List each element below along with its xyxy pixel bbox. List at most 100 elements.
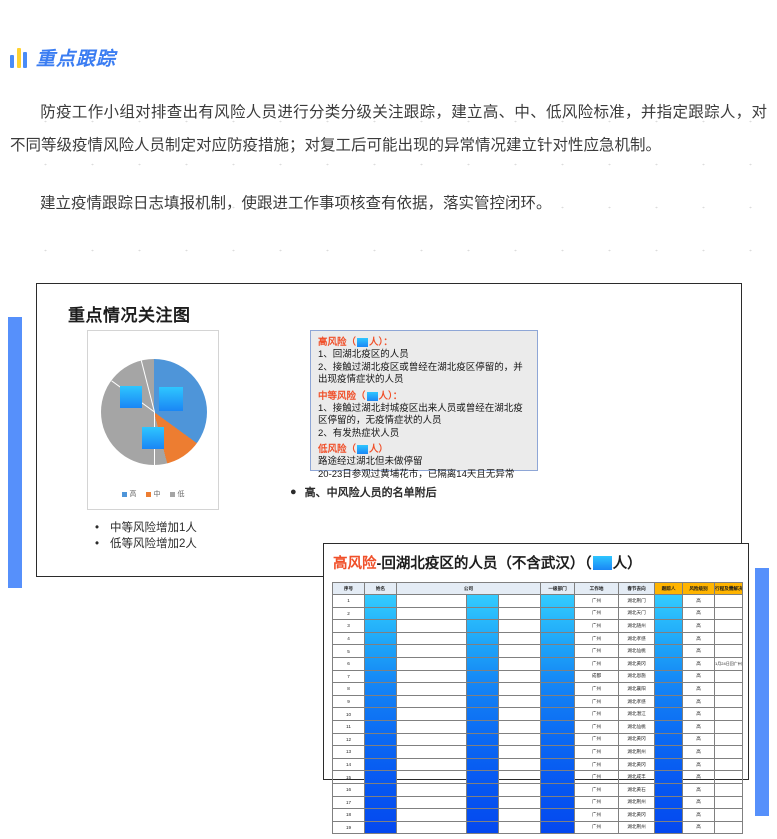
table-row[interactable]: 3 广州 湖北随州 高 (332, 619, 744, 633)
cell-company-b[interactable] (466, 682, 499, 696)
cell-itinerary[interactable] (714, 757, 744, 772)
cell-name[interactable] (364, 656, 397, 671)
cell-workplace[interactable]: 广州 (574, 644, 620, 658)
cell-company-c[interactable] (497, 631, 542, 646)
cell-destination[interactable]: 湖北咸丰 (618, 770, 656, 784)
cell-destination[interactable]: 湖北随州 (618, 619, 656, 633)
cell-tracker[interactable] (654, 682, 684, 696)
cell-company-c[interactable] (497, 719, 542, 734)
cell-destination[interactable]: 湖北黄冈 (618, 757, 656, 772)
cell-no[interactable]: 6 (332, 656, 365, 671)
cell-name[interactable] (364, 745, 397, 759)
cell-destination[interactable]: 湖北孝感 (618, 694, 656, 709)
table-row[interactable]: 18 广州 湖北黄冈 高 (332, 808, 744, 822)
cell-tracker[interactable] (654, 707, 684, 721)
cell-company-a[interactable] (396, 656, 467, 671)
cell-company-b[interactable] (466, 694, 499, 709)
cell-name[interactable] (364, 644, 397, 658)
cell-name[interactable] (364, 757, 397, 772)
cell-risk-level[interactable]: 高 (682, 619, 716, 633)
cell-department[interactable] (540, 707, 576, 721)
cell-name[interactable] (364, 631, 397, 646)
cell-destination[interactable]: 湖北恩施 (618, 669, 656, 684)
col-header-risk-level[interactable]: 风险级别 (682, 582, 716, 595)
cell-company-b[interactable] (466, 719, 499, 734)
cell-risk-level[interactable]: 高 (682, 694, 716, 709)
cell-company-b[interactable] (466, 770, 499, 784)
cell-no[interactable]: 18 (332, 808, 365, 822)
table-row[interactable]: 12 广州 湖北黄冈 高 (332, 732, 744, 747)
cell-workplace[interactable]: 广州 (574, 694, 620, 709)
cell-company-b[interactable] (466, 631, 499, 646)
cell-name[interactable] (364, 682, 397, 696)
cell-workplace[interactable]: 广州 (574, 682, 620, 696)
cell-department[interactable] (540, 631, 576, 646)
cell-no[interactable]: 16 (332, 782, 365, 797)
cell-company-a[interactable] (396, 694, 467, 709)
cell-risk-level[interactable]: 高 (682, 594, 716, 608)
cell-company-a[interactable] (396, 808, 467, 822)
table-row[interactable]: 14 广州 湖北黄冈 高 (332, 757, 744, 772)
cell-destination[interactable]: 湖北孝感 (618, 631, 656, 646)
cell-risk-level[interactable]: 高 (682, 782, 716, 797)
cell-tracker[interactable] (654, 619, 684, 633)
col-header-destination[interactable]: 春节去向 (618, 582, 656, 595)
table-row[interactable]: 13 广州 湖北荆州 高 (332, 745, 744, 759)
cell-itinerary[interactable] (714, 795, 744, 810)
cell-workplace[interactable]: 广州 (574, 619, 620, 633)
cell-name[interactable] (364, 808, 397, 822)
cell-company-a[interactable] (396, 631, 467, 646)
cell-company-a[interactable] (396, 820, 467, 835)
cell-risk-level[interactable]: 高 (682, 682, 716, 696)
cell-company-b[interactable] (466, 669, 499, 684)
cell-risk-level[interactable]: 高 (682, 719, 716, 734)
col-header-itinerary[interactable]: 行程及需解决的 (714, 582, 744, 595)
cell-workplace[interactable]: 成都 (574, 669, 620, 684)
cell-risk-level[interactable]: 高 (682, 757, 716, 772)
cell-tracker[interactable] (654, 694, 684, 709)
cell-workplace[interactable]: 广州 (574, 719, 620, 734)
cell-company-c[interactable] (497, 757, 542, 772)
cell-company-c[interactable] (497, 644, 542, 658)
cell-department[interactable] (540, 719, 576, 734)
table-row[interactable]: 10 广州 湖北潜江 高 (332, 707, 744, 721)
cell-workplace[interactable]: 广州 (574, 820, 620, 835)
cell-department[interactable] (540, 782, 576, 797)
cell-company-c[interactable] (497, 745, 542, 759)
col-header-company[interactable]: 公司 (395, 582, 542, 595)
cell-no[interactable]: 17 (332, 795, 365, 810)
cell-company-c[interactable] (497, 656, 542, 671)
cell-company-b[interactable] (466, 619, 499, 633)
cell-tracker[interactable] (654, 770, 684, 784)
cell-itinerary[interactable] (714, 770, 744, 784)
cell-destination[interactable]: 湖北黄冈 (618, 656, 656, 671)
cell-company-a[interactable] (396, 707, 467, 721)
col-header-department[interactable]: 一级部门 (540, 582, 576, 595)
cell-tracker[interactable] (654, 594, 684, 608)
cell-tracker[interactable] (654, 631, 684, 646)
cell-company-c[interactable] (497, 732, 542, 747)
cell-company-a[interactable] (396, 719, 467, 734)
cell-destination[interactable]: 湖北荆州 (618, 795, 656, 810)
cell-department[interactable] (540, 795, 576, 810)
cell-risk-level[interactable]: 高 (682, 707, 716, 721)
cell-workplace[interactable]: 广州 (574, 782, 620, 797)
cell-company-c[interactable] (497, 820, 542, 835)
cell-department[interactable] (540, 619, 576, 633)
cell-destination[interactable]: 湖北荆门 (618, 594, 656, 608)
cell-company-b[interactable] (466, 757, 499, 772)
cell-itinerary[interactable] (714, 619, 744, 633)
cell-no[interactable]: 9 (332, 694, 365, 709)
cell-company-a[interactable] (396, 594, 467, 608)
cell-department[interactable] (540, 594, 576, 608)
cell-company-b[interactable] (466, 782, 499, 797)
cell-workplace[interactable]: 广州 (574, 631, 620, 646)
table-row[interactable]: 15 广州 湖北咸丰 高 (332, 770, 744, 784)
cell-company-b[interactable] (466, 656, 499, 671)
table-row[interactable]: 5 广州 湖北仙桃 高 (332, 644, 744, 658)
cell-company-c[interactable] (497, 707, 542, 721)
cell-no[interactable]: 14 (332, 757, 365, 772)
cell-tracker[interactable] (654, 606, 684, 621)
cell-no[interactable]: 8 (332, 682, 365, 696)
cell-company-c[interactable] (497, 669, 542, 684)
